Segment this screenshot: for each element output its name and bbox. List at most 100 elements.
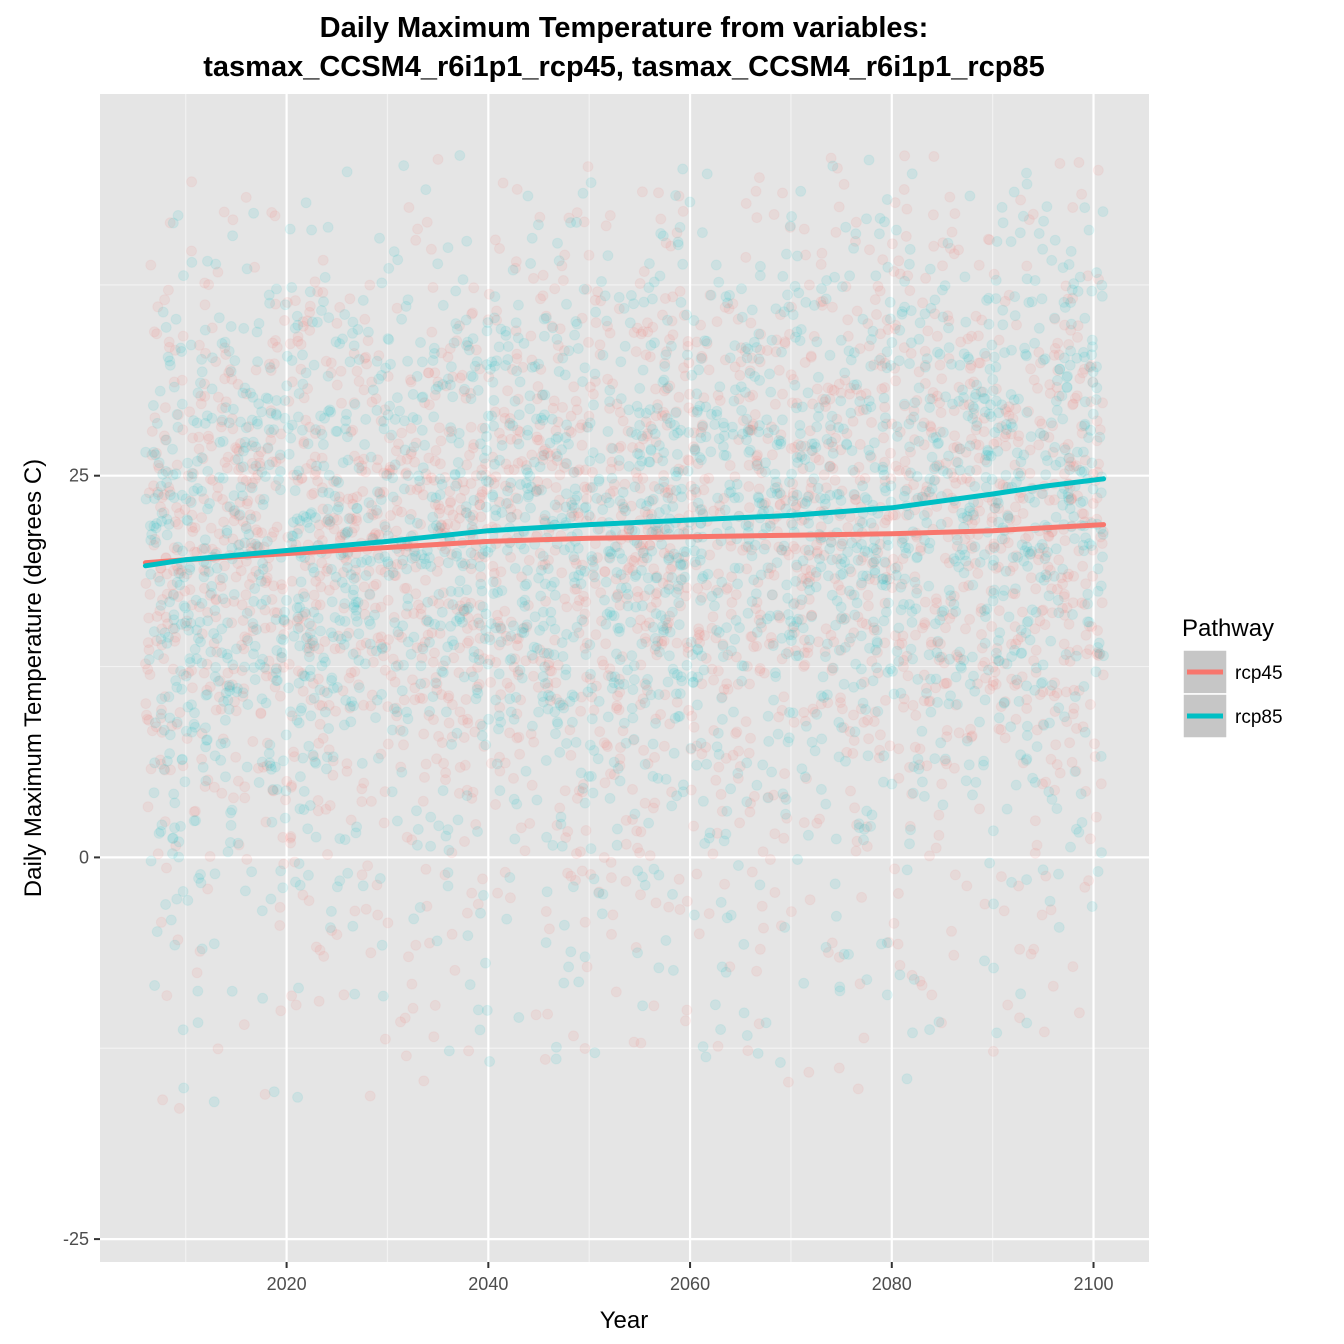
data-point	[949, 208, 961, 220]
data-point	[708, 674, 720, 686]
data-point	[868, 622, 880, 634]
data-point	[729, 562, 741, 574]
data-point	[382, 701, 394, 713]
data-point	[1002, 537, 1014, 549]
data-point	[182, 515, 194, 527]
data-point	[859, 545, 871, 557]
data-point	[487, 376, 499, 388]
data-point	[636, 186, 648, 198]
data-point	[206, 383, 218, 395]
data-point	[480, 625, 492, 636]
data-point	[383, 570, 395, 581]
data-point	[431, 753, 443, 765]
data-point	[664, 543, 676, 554]
data-point	[864, 642, 875, 654]
data-point	[975, 606, 987, 618]
data-point	[263, 459, 275, 471]
data-point	[430, 383, 442, 395]
data-point	[467, 307, 479, 319]
data-point	[202, 465, 214, 477]
data-point	[913, 333, 925, 345]
data-point	[1059, 444, 1071, 456]
data-point	[909, 576, 921, 588]
data-point	[417, 489, 429, 501]
data-point	[730, 589, 742, 601]
data-point	[599, 594, 610, 606]
data-point	[1064, 737, 1076, 749]
data-point	[522, 599, 534, 611]
data-point	[190, 594, 202, 606]
data-point	[665, 240, 677, 252]
data-point	[196, 728, 208, 739]
data-point	[186, 245, 197, 257]
data-point	[416, 356, 428, 368]
data-point	[647, 621, 659, 633]
data-point	[791, 250, 803, 262]
data-point	[799, 659, 811, 671]
data-point	[429, 618, 441, 630]
data-point	[358, 777, 370, 789]
data-point	[719, 878, 731, 890]
data-point	[461, 623, 473, 634]
data-point	[715, 896, 727, 908]
data-point	[989, 427, 1001, 438]
data-point	[730, 728, 742, 739]
data-point	[1008, 186, 1020, 198]
data-point	[894, 969, 906, 981]
data-point	[635, 659, 647, 671]
data-point	[688, 721, 700, 733]
data-point	[614, 775, 626, 787]
data-point	[1065, 493, 1077, 505]
data-point	[208, 1096, 220, 1108]
data-point	[451, 477, 463, 489]
data-point	[364, 588, 376, 600]
data-point	[366, 396, 378, 408]
data-point	[845, 407, 857, 419]
data-point	[663, 522, 675, 534]
data-point	[997, 319, 1009, 331]
data-point	[528, 456, 540, 468]
data-point	[988, 542, 1000, 554]
data-point	[588, 704, 600, 716]
data-point	[844, 388, 856, 400]
data-point	[219, 456, 231, 468]
data-point	[209, 605, 221, 616]
data-point	[615, 356, 627, 368]
data-point	[636, 556, 648, 568]
data-point	[239, 537, 251, 549]
data-point	[480, 458, 491, 470]
data-point	[292, 1091, 304, 1103]
data-point	[766, 449, 778, 461]
data-point	[465, 421, 477, 433]
data-point	[286, 990, 298, 1002]
data-point	[268, 424, 280, 436]
data-point	[712, 492, 724, 504]
data-point	[199, 781, 211, 792]
data-point	[774, 1057, 786, 1068]
data-point	[491, 758, 503, 770]
data-point	[829, 474, 841, 486]
data-point	[289, 295, 301, 307]
data-point	[549, 589, 561, 601]
data-point	[857, 480, 869, 492]
data-point	[844, 563, 855, 575]
data-point	[778, 691, 790, 703]
data-point	[557, 275, 569, 286]
data-point	[754, 665, 766, 677]
data-point	[676, 574, 687, 586]
data-point	[326, 672, 338, 684]
data-point	[753, 328, 765, 340]
data-point	[670, 466, 681, 478]
data-point	[809, 492, 820, 504]
data-point	[997, 304, 1009, 316]
data-point	[577, 187, 589, 199]
data-point	[694, 637, 706, 649]
data-point	[878, 750, 890, 762]
data-point	[924, 1024, 936, 1036]
data-point	[973, 357, 985, 369]
data-point	[1034, 615, 1046, 627]
data-point	[157, 1094, 169, 1106]
data-point	[607, 909, 619, 921]
data-point	[835, 692, 846, 704]
data-point	[697, 420, 709, 432]
